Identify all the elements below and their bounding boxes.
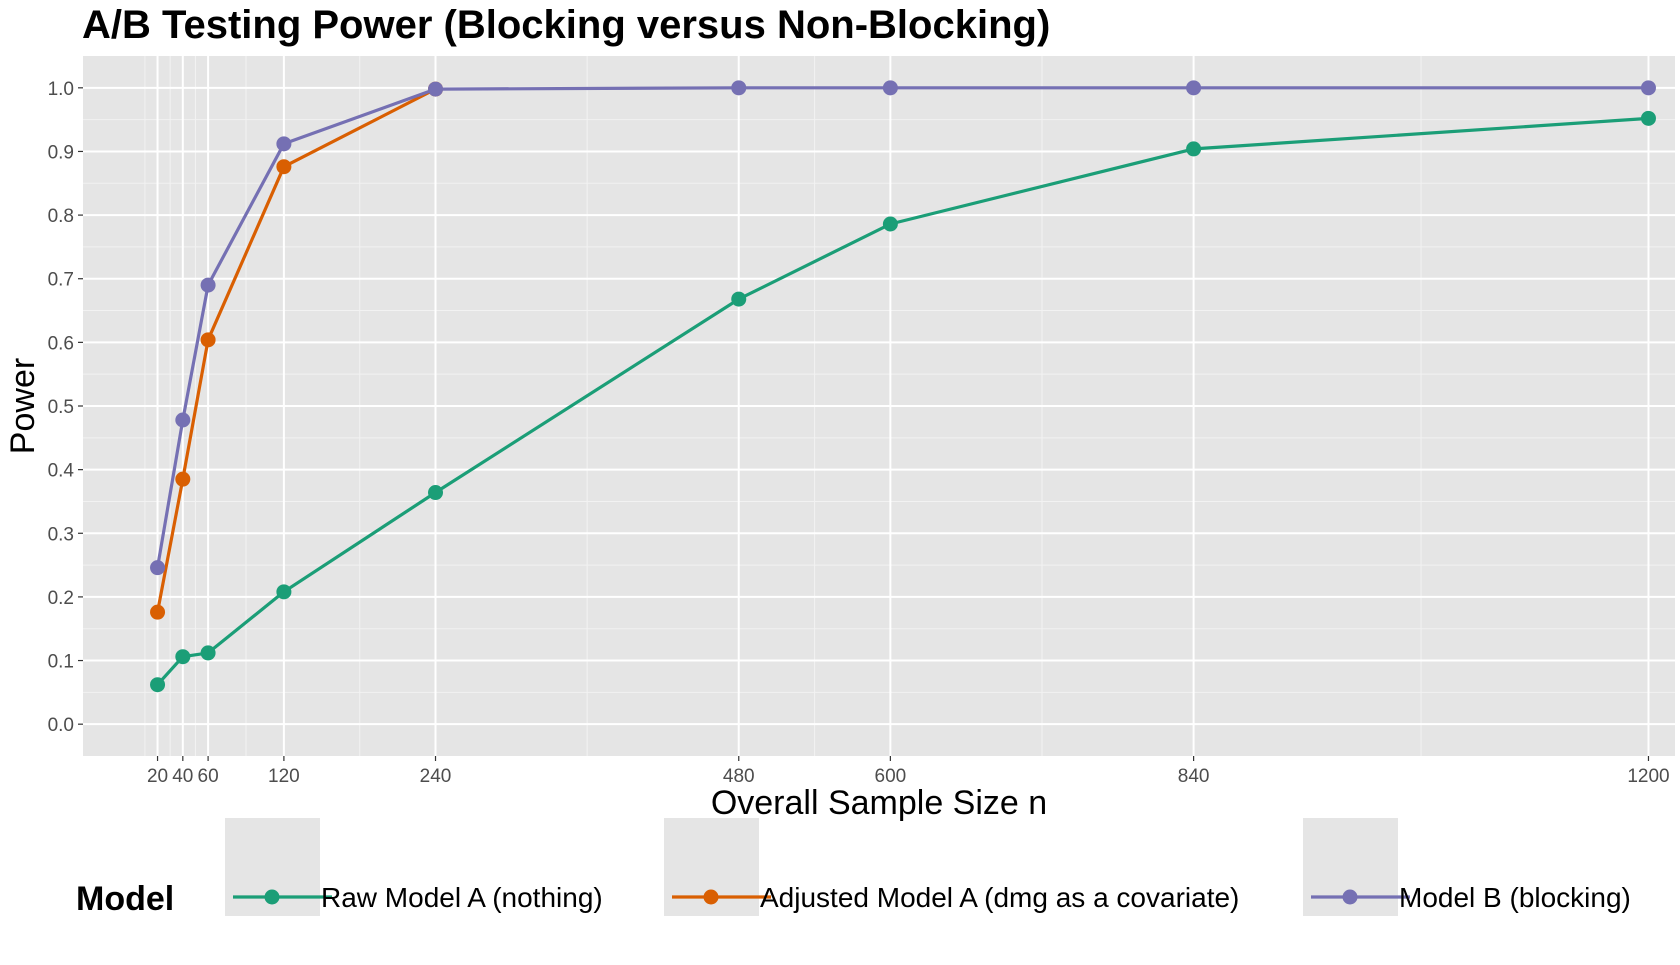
legend-title: Model xyxy=(76,880,174,918)
x-tick-label: 20 xyxy=(147,766,168,787)
data-point xyxy=(1640,110,1656,126)
data-point xyxy=(882,216,898,232)
legend-key-point xyxy=(703,889,719,905)
legend-label: Adjusted Model A (dmg as a covariate) xyxy=(760,882,1239,913)
series-lines xyxy=(150,80,1656,693)
x-tick-label: 120 xyxy=(268,766,300,787)
data-point xyxy=(175,412,191,428)
data-point xyxy=(150,560,166,576)
legend-key-point xyxy=(1342,889,1358,905)
x-tick-label: 240 xyxy=(420,766,452,787)
x-axis-title: Overall Sample Size n xyxy=(711,784,1047,822)
data-point xyxy=(276,136,292,152)
y-tick-label: 0.5 xyxy=(48,397,74,418)
data-point xyxy=(150,677,166,693)
x-tick-label: 60 xyxy=(198,766,219,787)
legend: Model Raw Model A (nothing) Adjusted Mode… xyxy=(76,818,1631,918)
y-tick-label: 0.4 xyxy=(48,461,75,482)
grid-lines xyxy=(83,56,1675,756)
y-tick-label: 0.2 xyxy=(48,588,74,609)
chart-title: A/B Testing Power (Blocking versus Non-B… xyxy=(82,3,1050,47)
data-point xyxy=(428,485,444,501)
data-point xyxy=(150,604,166,620)
y-tick-label: 0.0 xyxy=(48,715,74,736)
y-axis: 0.0 0.1 0.2 0.3 0.4 0.5 0.6 0.7 0.8 0.9 1.0 xyxy=(48,79,83,736)
y-tick-label: 0.9 xyxy=(48,142,74,163)
data-point xyxy=(200,645,216,661)
data-point xyxy=(428,81,444,97)
legend-label: Raw Model A (nothing) xyxy=(321,882,603,913)
data-point xyxy=(1186,80,1202,96)
legend-item: Raw Model A (nothing) xyxy=(225,818,603,916)
data-point xyxy=(1640,80,1656,96)
series-2 xyxy=(150,81,444,620)
x-tick-label: 480 xyxy=(723,766,755,787)
y-tick-label: 0.1 xyxy=(48,652,74,673)
data-point xyxy=(1186,141,1202,157)
legend-label: Model B (blocking) xyxy=(1399,882,1631,913)
data-point xyxy=(882,80,898,96)
data-point xyxy=(175,471,191,487)
data-point xyxy=(276,159,292,175)
x-tick-label: 600 xyxy=(875,766,907,787)
series-3 xyxy=(150,80,1656,576)
data-point xyxy=(731,291,747,307)
y-tick-label: 0.3 xyxy=(48,524,74,545)
series-1 xyxy=(150,110,1656,693)
x-tick-label: 40 xyxy=(172,766,193,787)
x-tick-label: 1200 xyxy=(1627,766,1669,787)
data-point xyxy=(200,332,216,348)
data-point xyxy=(276,584,292,600)
x-tick-label: 840 xyxy=(1178,766,1210,787)
y-tick-label: 0.7 xyxy=(48,270,74,291)
data-point xyxy=(175,649,191,665)
legend-item: Model B (blocking) xyxy=(1303,818,1631,916)
y-tick-label: 1.0 xyxy=(48,79,74,100)
legend-item: Adjusted Model A (dmg as a covariate) xyxy=(664,818,1239,916)
y-tick-label: 0.8 xyxy=(48,206,74,227)
y-axis-title: Power xyxy=(4,358,42,454)
x-axis: 20 40 60 120 240 480 600 840 1200 xyxy=(147,756,1670,787)
data-point xyxy=(731,80,747,96)
y-tick-label: 0.6 xyxy=(48,333,74,354)
data-point xyxy=(200,277,216,293)
legend-key-point xyxy=(264,889,280,905)
